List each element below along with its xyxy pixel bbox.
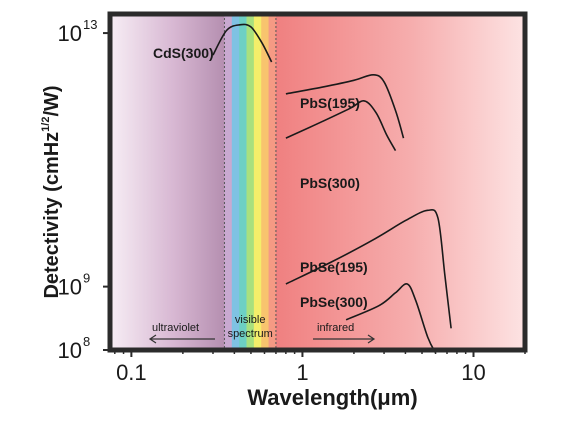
series-label-pbse-195: PbSe(195) [300, 259, 368, 275]
y-tick-base: 10 [58, 338, 82, 363]
ultraviolet-label: ultraviolet [152, 322, 199, 334]
y-tick-exponent: 13 [83, 17, 97, 32]
plot-frame [107, 11, 528, 353]
x-axis: 0.1 1 10 [114, 350, 526, 385]
visible-color-stripe [268, 14, 277, 350]
y-tick-label: 108 [58, 334, 91, 363]
series-label-pbs-195: PbS(195) [300, 95, 360, 111]
y-tick-base: 10 [58, 21, 82, 46]
infrared-arrow [313, 334, 376, 344]
series-labels: CdS(300) PbS(195) PbS(300) PbSe(195) PbSe(30… [153, 45, 368, 310]
x-tick-label: 10 [461, 360, 485, 385]
ultraviolet-arrow [148, 334, 215, 344]
x-axis-title: Wavelength(μm) [247, 385, 417, 410]
series-line-pbs-300 [285, 100, 397, 151]
series-line-pbse-300 [345, 283, 437, 354]
infrared-band [275, 14, 525, 350]
y-tick-label: 109 [58, 271, 91, 300]
plot-background [110, 14, 525, 350]
infrared-label: infrared [317, 322, 354, 334]
series-label-pbse-300: PbSe(300) [300, 294, 368, 310]
region-labels: ultraviolet visible spectrum infrared [148, 314, 376, 344]
y-tick-base: 10 [58, 275, 82, 300]
series-line-cds-300 [212, 23, 273, 63]
series-label-pbs-300: PbS(300) [300, 175, 360, 191]
x-tick-label: 0.1 [116, 360, 147, 385]
series-label-cds-300: CdS(300) [153, 45, 214, 61]
y-axis-title: Detectivity (cmHz1/2/W) [40, 85, 63, 298]
visible-color-stripe [224, 14, 233, 350]
series-layer [212, 23, 452, 354]
visible-label-line2: spectrum [228, 328, 273, 340]
y-tick-exponent: 8 [83, 334, 90, 349]
visible-color-stripe [239, 14, 248, 350]
x-tick-label: 1 [296, 360, 308, 385]
visible-color-stripe [246, 14, 255, 350]
y-axis-title-superscript: 1/2 [40, 117, 52, 132]
series-line-pbs-195 [285, 73, 405, 139]
visible-color-stripe [253, 14, 262, 350]
visible-color-stripe [231, 14, 240, 350]
y-axis-title-main: Detectivity (cmHz [41, 132, 63, 299]
visible-color-stripe [261, 14, 270, 350]
y-tick-exponent: 9 [83, 271, 90, 286]
y-axis-title-end: /W) [41, 85, 63, 116]
visible-label-line1: visible [235, 314, 266, 326]
visible-spectrum-band [224, 14, 277, 350]
ultraviolet-band [110, 14, 225, 350]
y-tick-label: 1013 [58, 17, 98, 46]
series-line-pbse-195 [285, 208, 452, 329]
